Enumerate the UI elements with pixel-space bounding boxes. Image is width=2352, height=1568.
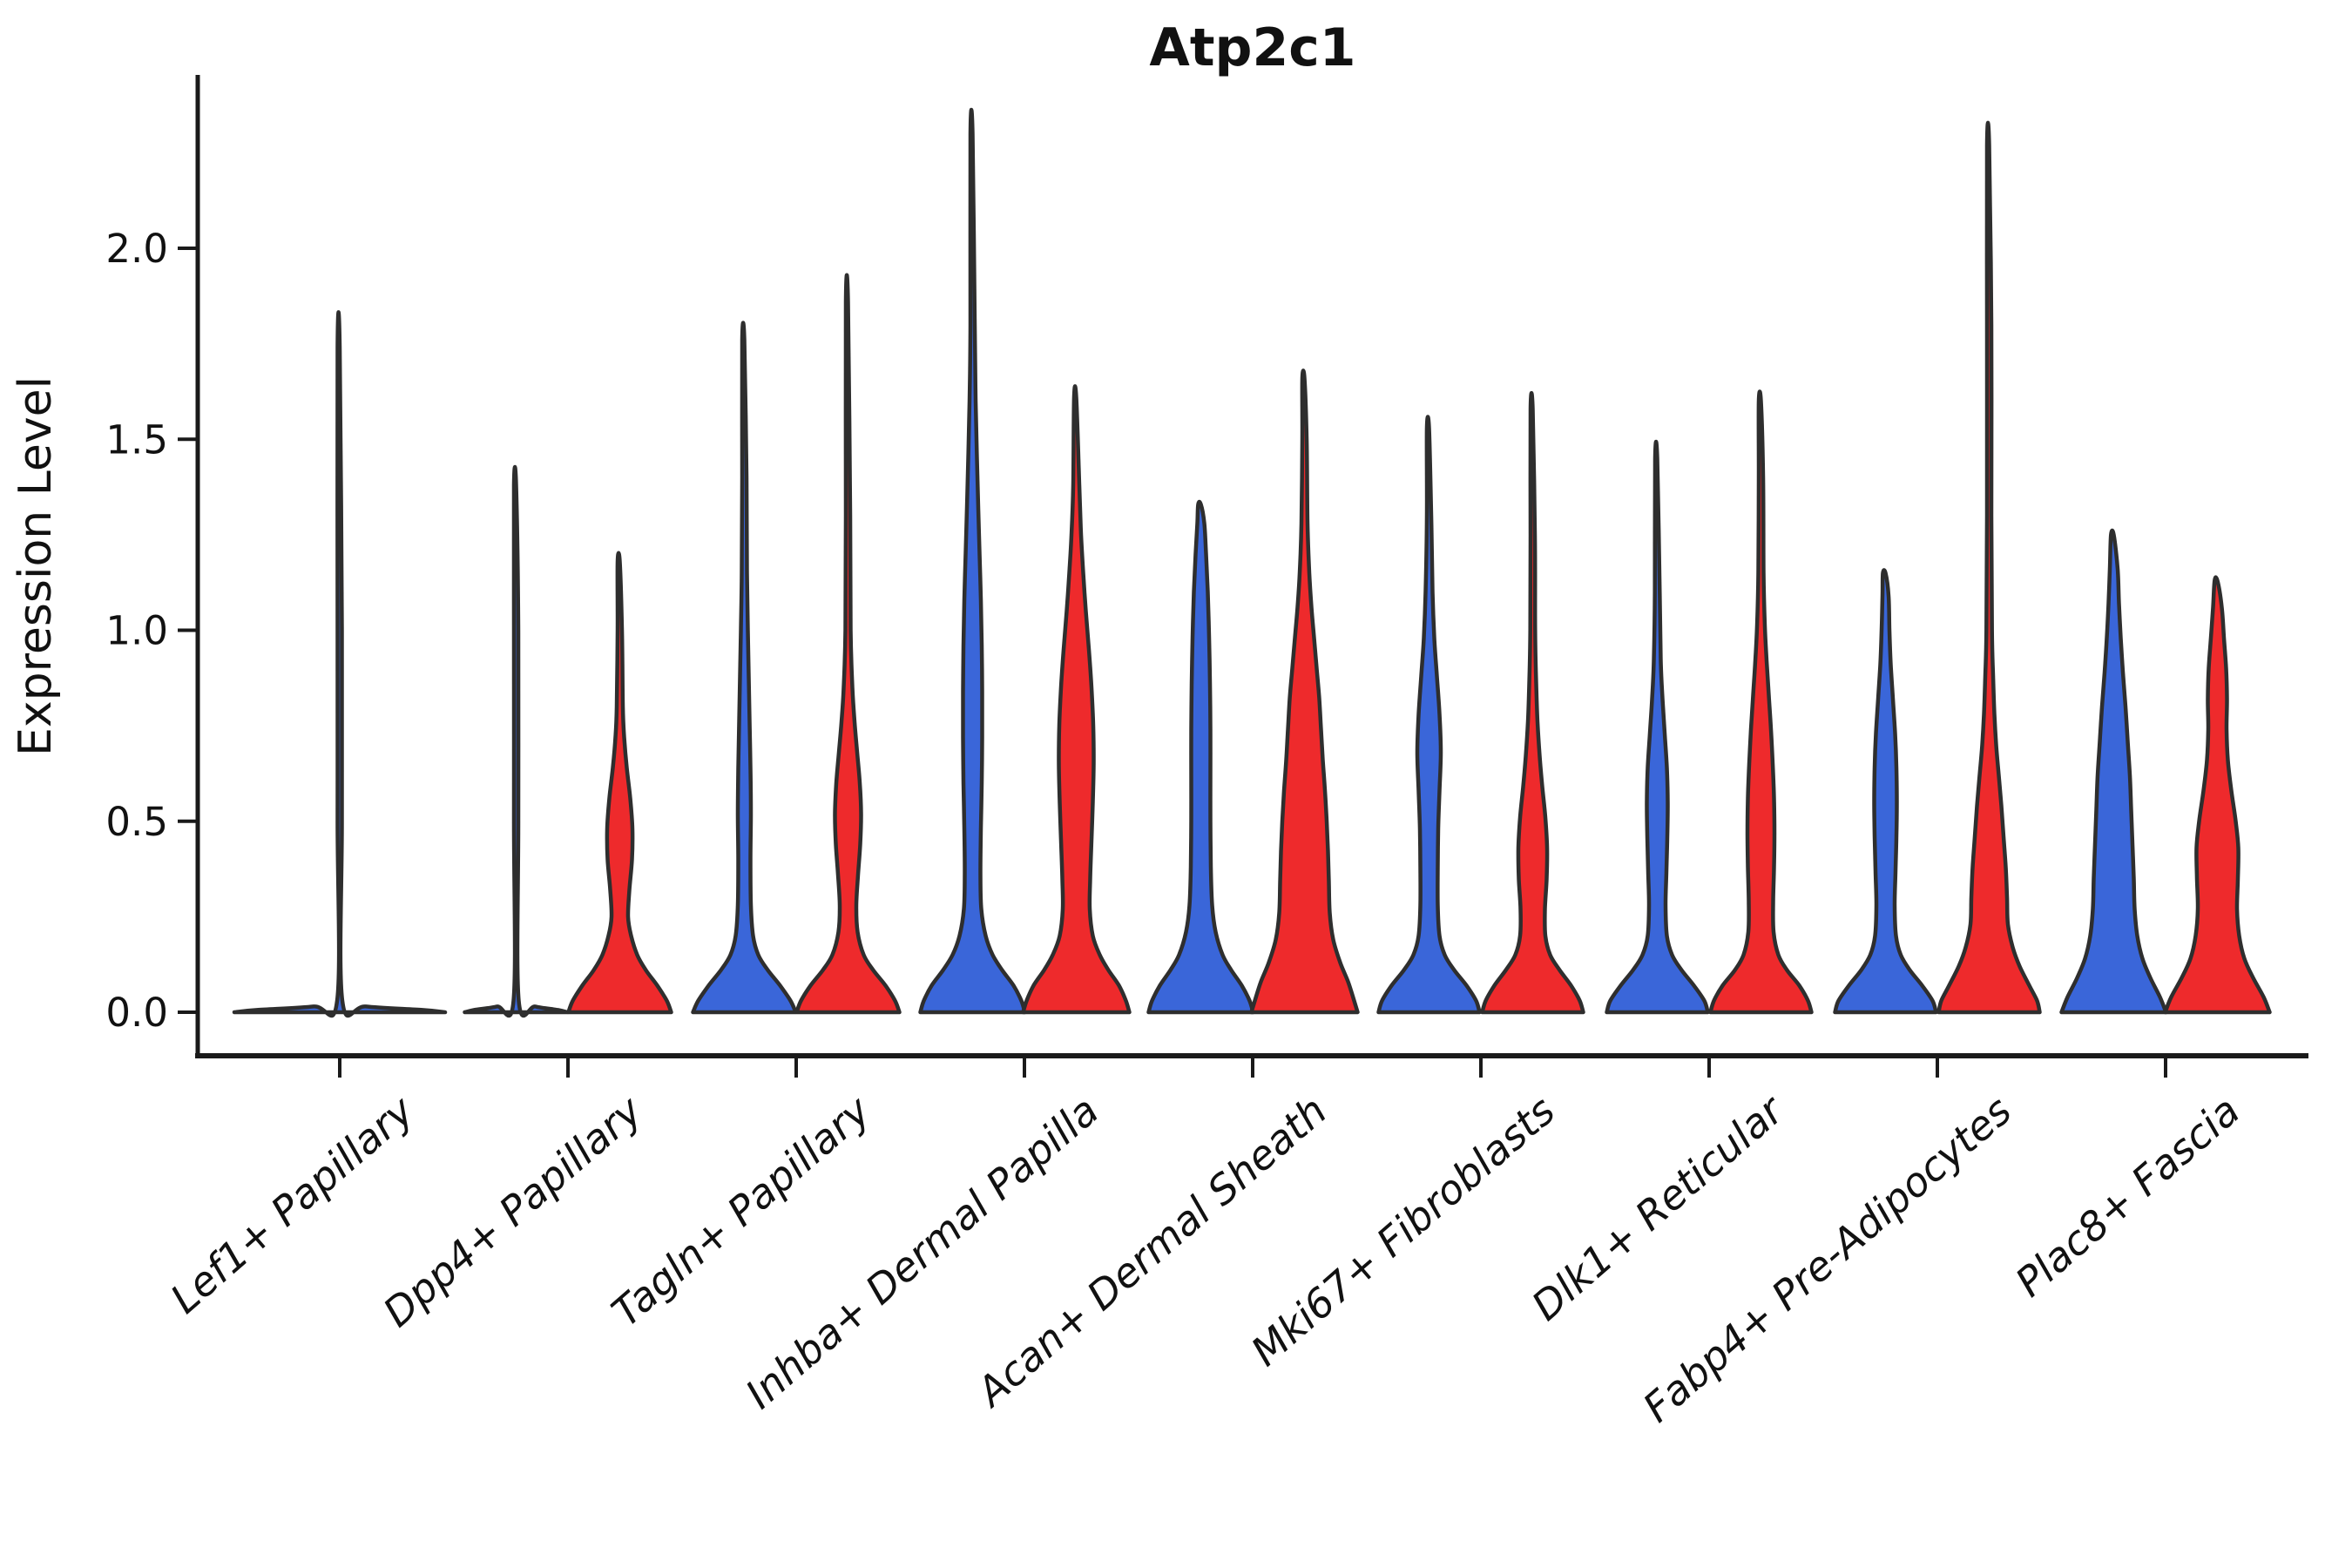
violin-blue-5 [1376,415,1482,1015]
y-tick-label: 2.0 [105,226,168,272]
axes-layer [178,75,2308,1078]
violin-red-7 [1936,120,2042,1015]
violin-red-6 [1708,389,1814,1015]
category-label: Fabp4+ Pre-Adipocytes [1634,1087,2020,1431]
violin-blue-8 [2059,528,2168,1015]
category-label: Plac8+ Fascia [2006,1087,2248,1307]
y-tick-label: 1.5 [105,416,168,463]
violin-red-1 [566,551,673,1015]
y-tick-label: 0.5 [105,799,168,845]
y-axis-title: Expression Level [10,376,62,756]
violin-red-8 [2163,575,2272,1015]
violin-single-0 [232,310,448,1018]
violin-blue-6 [1605,439,1710,1015]
violin-red-2 [794,273,902,1015]
violin-blue-7 [1833,568,1938,1015]
violin-red-5 [1480,390,1585,1015]
y-tick-label: 1.0 [105,608,168,654]
violin-blue-4 [1146,499,1255,1015]
violin-blue-1 [463,464,570,1018]
violin-blue-3 [918,108,1027,1015]
violin-layer [232,108,2272,1018]
category-label: Lef1+ Papillary [161,1086,422,1322]
y-tick-label: 0.0 [105,990,168,1036]
violin-red-3 [1021,384,1132,1015]
chart-title: Atp2c1 [1149,17,1355,78]
violin-red-4 [1249,368,1360,1015]
violin-blue-2 [691,321,798,1015]
